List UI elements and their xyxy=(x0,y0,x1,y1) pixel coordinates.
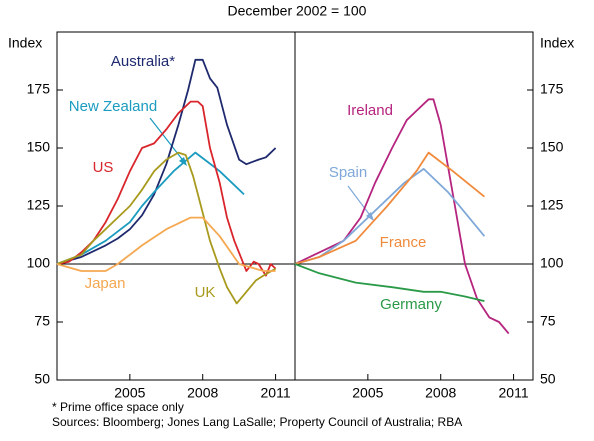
footnote: Sources: Bloomberg; Jones Lang LaSalle; … xyxy=(52,415,462,429)
series-label: New Zealand xyxy=(69,98,157,115)
series-line xyxy=(56,151,277,305)
y-tick-label: 100 xyxy=(27,255,51,271)
series-line xyxy=(294,263,485,302)
x-tick-label: 2005 xyxy=(114,385,145,401)
y-tick-label: 150 xyxy=(27,139,51,155)
arrow xyxy=(149,117,186,164)
series-label: Germany xyxy=(380,296,442,313)
series-line xyxy=(56,216,276,272)
series-label: Japan xyxy=(85,275,126,292)
y-tick-label: 150 xyxy=(540,139,564,155)
x-tick-label: 2008 xyxy=(425,385,456,401)
series-label: Spain xyxy=(329,164,367,181)
series-line xyxy=(56,151,245,265)
arrow-head xyxy=(179,157,187,166)
series-label: Australia* xyxy=(111,53,175,70)
y-tick-label: 75 xyxy=(34,313,50,329)
series-line xyxy=(294,151,485,265)
y-tick-label: 175 xyxy=(27,81,51,97)
arrow xyxy=(347,185,373,219)
y-axis-label: Index xyxy=(8,35,42,51)
series-line xyxy=(56,100,277,277)
y-tick-label: 50 xyxy=(540,371,556,387)
footnote: * Prime office space only xyxy=(52,400,184,414)
y-tick-label: 125 xyxy=(27,197,51,213)
series-label: France xyxy=(380,234,427,251)
subtitle: December 2002 = 100 xyxy=(228,3,367,19)
y-tick-label: 175 xyxy=(540,81,564,97)
x-tick-label: 2008 xyxy=(187,385,218,401)
series-line xyxy=(294,98,510,335)
y-tick-label: 125 xyxy=(540,197,564,213)
series-label: UK xyxy=(195,284,216,301)
y-tick-label: 50 xyxy=(34,371,50,387)
y-tick-label: 75 xyxy=(540,313,556,329)
x-tick-label: 2005 xyxy=(352,385,383,401)
y-axis-label: Index xyxy=(540,35,574,51)
series-line xyxy=(56,58,277,265)
series-label: Ireland xyxy=(347,102,393,119)
y-tick-label: 100 xyxy=(540,255,564,271)
x-tick-label: 2011 xyxy=(261,385,291,401)
x-tick-label: 2011 xyxy=(499,385,529,401)
series-label: US xyxy=(93,159,114,176)
